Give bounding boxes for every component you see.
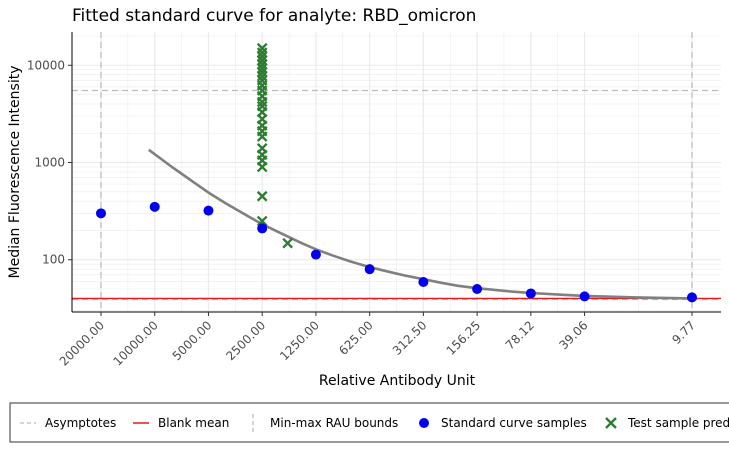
legend-entry: Test sample predictions — [605, 416, 729, 430]
legend-entry: Standard curve samples — [419, 416, 587, 430]
test-sample-point — [256, 55, 268, 66]
test-sample-point — [282, 237, 294, 249]
legend-key-cross — [605, 417, 617, 429]
x-tick-label: 2500.00 — [223, 318, 268, 363]
standard-sample-point — [203, 205, 214, 216]
points-layer — [96, 42, 697, 303]
cross-mark — [256, 66, 268, 78]
cross-mark — [282, 237, 294, 249]
cross-mark — [256, 215, 268, 227]
legend-label: Min-max RAU bounds — [270, 416, 398, 430]
standard-sample-point — [472, 284, 483, 295]
legend-box — [9, 402, 729, 443]
x-tick-label: 1250.00 — [277, 318, 322, 363]
axes: 100 1000 10000 20000.00 10000.00 5000.00 2500.… — [27, 32, 721, 369]
test-sample-point — [256, 100, 268, 112]
legend-entry: Blank mean — [133, 416, 229, 430]
standard-sample-point — [96, 208, 106, 219]
legend-entry: Asymptotes — [20, 416, 116, 430]
standard-sample-point — [525, 288, 536, 299]
test-sample-point — [256, 42, 268, 54]
x-tick-label: 5000.00 — [170, 318, 215, 363]
reference-lines — [72, 32, 721, 312]
test-sample-point — [256, 51, 268, 62]
y-axis-label: Median Fluorescence Intensity — [7, 66, 23, 279]
legend-label: Test sample predictions — [627, 416, 729, 430]
x-tick-label: 312.50 — [390, 318, 430, 358]
test-sample-point — [256, 70, 268, 82]
cross-mark — [256, 42, 268, 54]
chart-title: Fitted standard curve for analyte: RBD_o… — [72, 6, 476, 26]
x-tick-label: 156.25 — [444, 318, 484, 358]
y-tick-label: 1000 — [34, 156, 65, 170]
x-tick-label: 10000.00 — [110, 318, 160, 368]
legend-key-dot — [419, 418, 429, 428]
x-tick-label: 20000.00 — [57, 318, 107, 368]
standard-sample-point — [310, 249, 321, 260]
cross-mark — [256, 59, 268, 70]
grid — [72, 32, 721, 312]
standard-sample-point — [364, 264, 375, 275]
test-sample-point — [256, 75, 268, 86]
cross-mark — [256, 51, 268, 62]
x-axis-label: Relative Antibody Unit — [319, 373, 476, 389]
x-tick-label: 9.77 — [669, 318, 698, 347]
test-sample-point — [256, 142, 268, 154]
legend: Asymptotes Blank mean Min-max RAU bounds St… — [9, 402, 729, 443]
test-sample-point — [256, 190, 268, 202]
y-tick-label: 100 — [42, 253, 65, 267]
test-sample-point — [256, 59, 268, 70]
cross-mark — [256, 55, 268, 66]
test-sample-point — [256, 66, 268, 78]
legend-label: Standard curve samples — [441, 416, 587, 430]
x-tick-label: 625.00 — [336, 318, 376, 358]
cross-mark — [256, 100, 268, 112]
cross-mark — [256, 63, 268, 74]
standard-sample-point — [149, 201, 160, 212]
x-tick-label: 78.12 — [503, 318, 537, 352]
standard-sample-point — [418, 277, 429, 288]
cross-mark — [256, 70, 268, 82]
test-sample-point — [256, 63, 268, 74]
x-tick-label: 39.06 — [557, 318, 591, 352]
cross-mark — [256, 190, 268, 202]
legend-label: Asymptotes — [45, 416, 116, 430]
cross-mark — [256, 75, 268, 86]
y-tick-label: 10000 — [27, 58, 65, 72]
standard-sample-point — [257, 223, 268, 234]
legend-entry: Min-max RAU bounds — [252, 414, 398, 432]
standard-sample-point — [579, 291, 590, 302]
standard-sample-point — [687, 292, 697, 303]
test-sample-point — [256, 215, 268, 227]
cross-mark — [256, 142, 268, 154]
legend-label: Blank mean — [158, 416, 229, 430]
